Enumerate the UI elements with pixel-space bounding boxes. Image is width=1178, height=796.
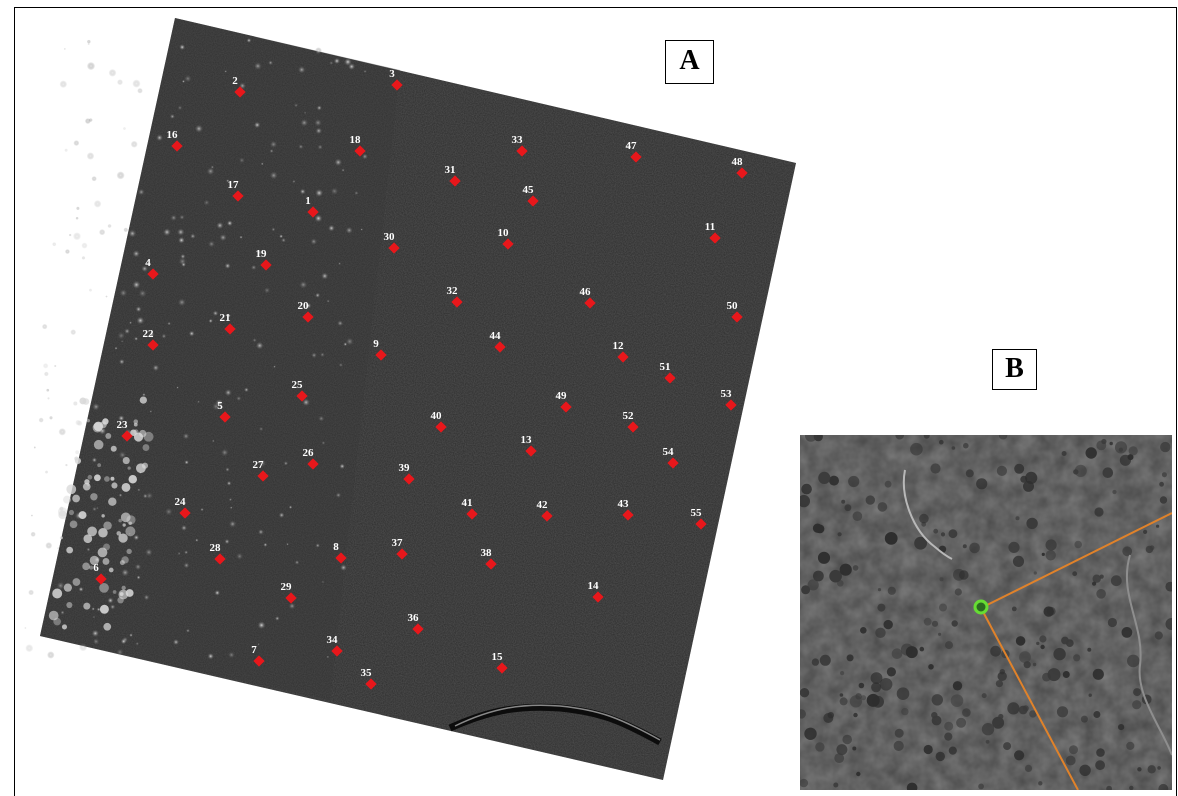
inset-tree-clusters: [800, 435, 1172, 790]
inset-stream: [1125, 554, 1172, 756]
highlight-ring: [973, 599, 989, 615]
inset-track: [902, 469, 953, 560]
boundary-line-s: [980, 607, 1079, 790]
panel-label-a: A: [665, 40, 714, 84]
panel-label-b: B: [992, 349, 1037, 390]
zoom-inset-b: [800, 435, 1172, 790]
figure-frame: [14, 7, 1177, 796]
boundary-line-ne: [980, 512, 1172, 609]
